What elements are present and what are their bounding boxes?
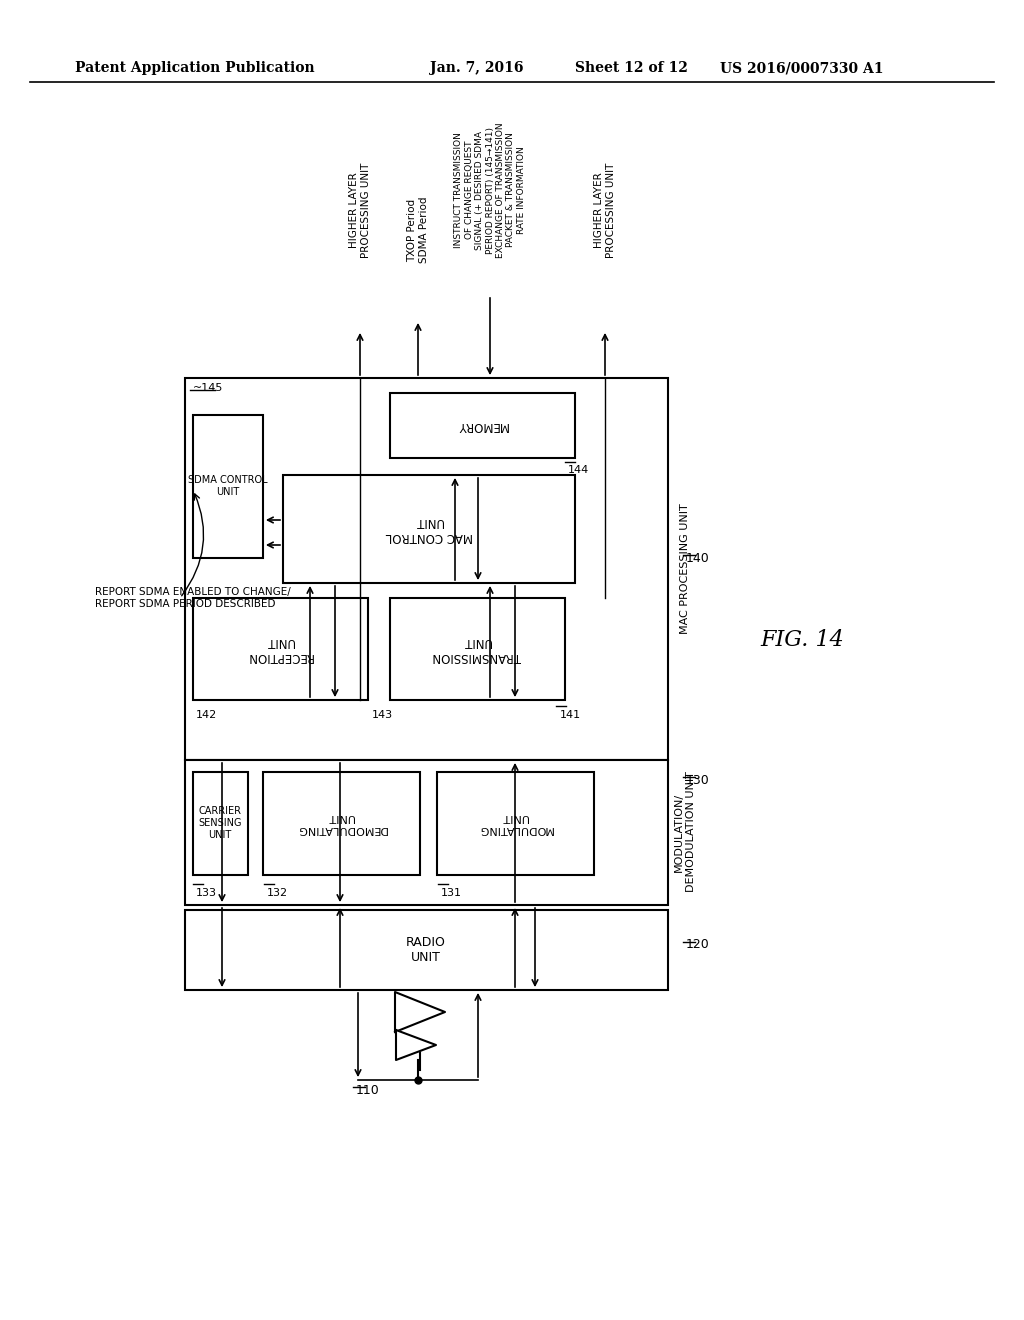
Text: Jan. 7, 2016: Jan. 7, 2016 xyxy=(430,61,523,75)
Text: 141: 141 xyxy=(560,710,582,719)
Text: CARRIER
SENSING
UNIT: CARRIER SENSING UNIT xyxy=(199,807,242,840)
Text: 131: 131 xyxy=(441,888,462,898)
Text: HIGHER LAYER
PROCESSING UNIT: HIGHER LAYER PROCESSING UNIT xyxy=(594,162,615,257)
Text: REPORT SDMA ENABLED TO CHANGE/
REPORT SDMA PERIOD DESCRIBED: REPORT SDMA ENABLED TO CHANGE/ REPORT SD… xyxy=(95,587,291,609)
Bar xyxy=(193,414,263,558)
Text: TRANSMISSION
UNIT: TRANSMISSION UNIT xyxy=(433,635,521,663)
Text: 133: 133 xyxy=(196,888,217,898)
Text: Sheet 12 of 12: Sheet 12 of 12 xyxy=(575,61,688,75)
Text: 130: 130 xyxy=(686,774,710,787)
Bar xyxy=(437,772,594,875)
Text: US 2016/0007330 A1: US 2016/0007330 A1 xyxy=(720,61,884,75)
Text: MEMORY: MEMORY xyxy=(457,418,508,432)
Bar xyxy=(193,772,248,875)
Bar xyxy=(185,909,668,990)
Polygon shape xyxy=(396,1030,436,1060)
Bar xyxy=(283,475,575,583)
Text: MAC PROCESSING UNIT: MAC PROCESSING UNIT xyxy=(680,504,690,635)
Text: 120: 120 xyxy=(686,939,710,952)
Text: MAC CONTROL
UNIT: MAC CONTROL UNIT xyxy=(385,515,473,543)
Text: SDMA CONTROL
UNIT: SDMA CONTROL UNIT xyxy=(188,475,268,496)
Bar xyxy=(185,760,668,906)
Text: RECEPTION
UNIT: RECEPTION UNIT xyxy=(247,635,313,663)
Text: INSTRUCT TRANSMISSION
OF CHANGE REQUEST
SIGNAL (+ DESIRED SDMA
PERIOD REPORT) (1: INSTRUCT TRANSMISSION OF CHANGE REQUEST … xyxy=(455,123,525,257)
Text: 142: 142 xyxy=(196,710,217,719)
Bar xyxy=(390,598,565,700)
Text: 140: 140 xyxy=(686,552,710,565)
Text: RADIO
UNIT: RADIO UNIT xyxy=(407,936,445,964)
Text: 132: 132 xyxy=(267,888,288,898)
Text: TXOP Period
SDMA Period: TXOP Period SDMA Period xyxy=(408,197,429,263)
Text: MODULATING
UNIT: MODULATING UNIT xyxy=(477,812,553,834)
Bar xyxy=(193,598,368,700)
Bar xyxy=(185,378,668,760)
Text: 110: 110 xyxy=(356,1084,380,1097)
Text: 143: 143 xyxy=(372,710,393,719)
Text: Patent Application Publication: Patent Application Publication xyxy=(75,61,314,75)
Polygon shape xyxy=(395,993,445,1032)
Text: FIG. 14: FIG. 14 xyxy=(760,630,844,651)
Text: DEMODULATING
UNIT: DEMODULATING UNIT xyxy=(296,812,386,834)
Text: 144: 144 xyxy=(568,465,589,475)
Bar xyxy=(390,393,575,458)
Text: MODULATION/
DEMODULATION UNIT: MODULATION/ DEMODULATION UNIT xyxy=(674,772,695,892)
Text: HIGHER LAYER
PROCESSING UNIT: HIGHER LAYER PROCESSING UNIT xyxy=(349,162,371,257)
Text: ~145: ~145 xyxy=(193,383,223,393)
Bar xyxy=(263,772,420,875)
